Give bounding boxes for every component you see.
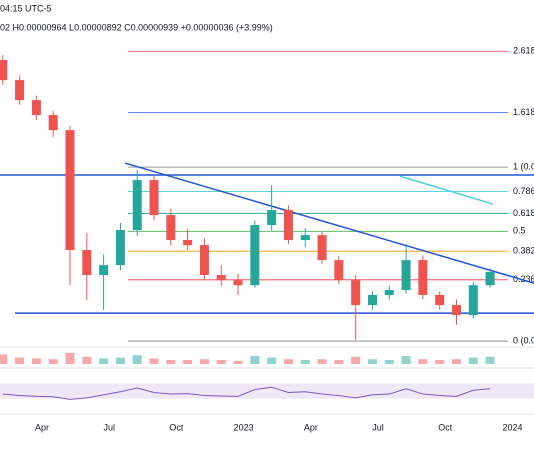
fib-label: 1.618 — [513, 107, 534, 117]
candle-body — [65, 130, 75, 250]
candle-body — [166, 215, 176, 241]
candle-body — [183, 240, 193, 246]
candle-body — [48, 115, 58, 131]
volume-bar — [166, 360, 176, 364]
x-tick-label: Jul — [103, 422, 115, 432]
candle-body — [233, 280, 243, 286]
rsi-line — [2, 386, 491, 400]
candle-body — [451, 305, 461, 316]
candle-body — [199, 245, 209, 276]
rsi-band — [0, 383, 534, 399]
candle-body — [334, 260, 344, 281]
volume-bar — [367, 359, 377, 364]
candle-body — [149, 180, 159, 216]
volume-bar — [82, 356, 92, 364]
volume-bar — [250, 356, 260, 364]
volume-bar — [418, 359, 428, 364]
candle-body — [401, 260, 411, 290]
candle-body — [82, 249, 92, 276]
volume-bar — [149, 358, 159, 364]
x-tick-label: Oct — [438, 422, 453, 432]
volume-bar — [351, 356, 361, 364]
candle-body — [468, 285, 478, 316]
candle-body — [317, 235, 327, 261]
trend-line — [399, 175, 494, 205]
fib-label: 1 (0.0 — [513, 161, 534, 171]
candle-body — [351, 280, 361, 306]
chart-title: 04:15 UTC-5 — [0, 3, 52, 13]
volume-bar — [451, 359, 461, 364]
x-tick-label: Apr — [35, 422, 49, 432]
x-tick-label: Jul — [372, 422, 384, 432]
candle-body — [485, 271, 495, 286]
fib-label: 0 (0.0 — [513, 335, 534, 345]
fib-label: 0.786 — [513, 186, 534, 196]
volume-bar — [435, 360, 445, 364]
fib-label: 0.5 — [513, 226, 526, 236]
volume-bar — [233, 360, 243, 364]
trend-line — [124, 162, 534, 284]
volume-bar — [485, 356, 495, 364]
volume-bar — [48, 359, 58, 364]
candle-body — [300, 235, 310, 241]
candle-body — [132, 180, 142, 231]
volume-bar — [65, 352, 75, 364]
volume-bar — [31, 358, 41, 364]
candle-body — [283, 210, 293, 241]
volume-bar — [15, 357, 25, 364]
candle-body — [250, 225, 260, 286]
fib-label: 0.382 — [513, 246, 534, 256]
candle-body — [0, 60, 8, 81]
volume-bar — [334, 360, 344, 364]
x-tick-label: Apr — [304, 422, 318, 432]
candle-body — [367, 294, 377, 306]
volume-bar — [199, 359, 209, 364]
candle-body — [216, 275, 226, 281]
volume-bar — [317, 359, 327, 364]
fib-label: 2.618 — [513, 46, 534, 56]
candle-body — [418, 260, 428, 295]
volume-bar — [300, 360, 310, 364]
volume-bar — [0, 354, 8, 364]
candle-body — [267, 210, 277, 226]
candle-body — [435, 294, 445, 306]
volume-bar — [401, 356, 411, 364]
volume-bar — [99, 358, 109, 364]
fib-label: 0.618 — [513, 208, 534, 218]
volume-bar — [115, 357, 125, 364]
candle-body — [99, 265, 109, 276]
candle-body — [31, 100, 41, 116]
volume-bar — [216, 360, 226, 364]
candle-body — [15, 80, 25, 101]
x-tick-label: Oct — [169, 422, 184, 432]
volume-bar — [468, 357, 478, 364]
candle-body — [115, 230, 125, 266]
fib-label: 0.236 — [513, 274, 534, 284]
volume-bar — [267, 357, 277, 364]
x-tick-label: 2024 — [502, 422, 522, 432]
volume-bar — [384, 360, 394, 364]
volume-bar — [283, 359, 293, 364]
x-tick-label: 2023 — [234, 422, 254, 432]
volume-bar — [132, 355, 142, 364]
candle-body — [384, 289, 394, 295]
volume-bar — [183, 360, 193, 364]
ohlc-header: 02 H0.00000964 L0.00000892 C0.00000939 +… — [0, 22, 273, 32]
